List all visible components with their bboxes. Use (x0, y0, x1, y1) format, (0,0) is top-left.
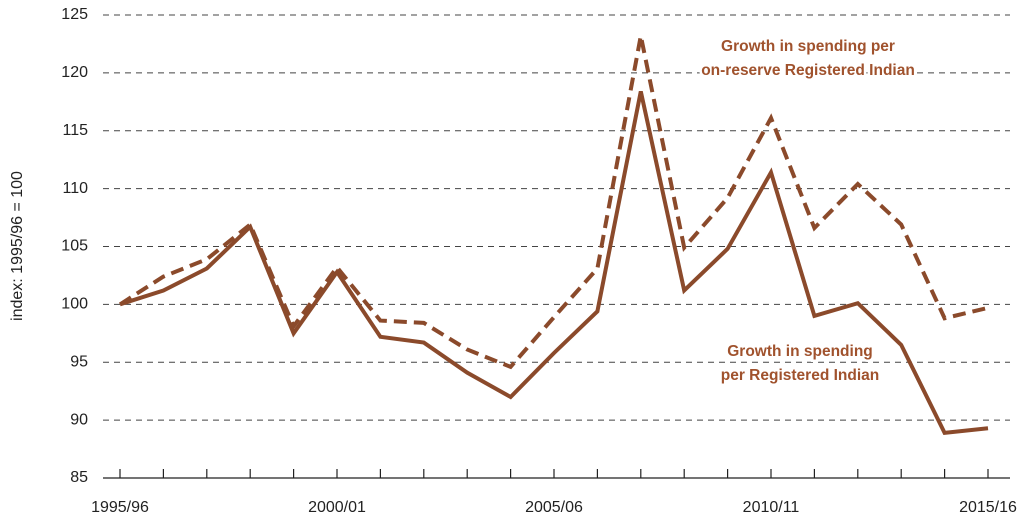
annotation: Growth in spending (727, 343, 873, 360)
y-tick-label: 125 (61, 6, 88, 23)
y-axis-label: index: 1995/96 = 100 (9, 171, 26, 321)
x-tick-label: 2010/11 (743, 499, 800, 516)
annotation: per Registered Indian (721, 367, 879, 384)
y-tick-label: 95 (70, 353, 88, 370)
x-tick-label: 2015/16 (959, 499, 1017, 516)
y-tick-label: 120 (61, 64, 88, 81)
x-tick-label: 2005/06 (525, 499, 583, 516)
data-line (119, 90, 989, 435)
x-tick-label: 2000/01 (308, 499, 366, 516)
annotation: Growth in spending per (721, 38, 895, 55)
y-tick-label: 110 (62, 180, 88, 197)
annotation: on-reserve Registered Indian (701, 62, 915, 79)
y-tick-label: 105 (61, 238, 88, 255)
x-tick-label: 1995/96 (91, 499, 149, 516)
y-tick-label: 90 (70, 411, 88, 428)
y-tick-label: 85 (70, 469, 88, 486)
data-line (118, 35, 989, 370)
y-tick-label: 100 (61, 296, 88, 313)
y-tick-label: 115 (62, 122, 88, 139)
